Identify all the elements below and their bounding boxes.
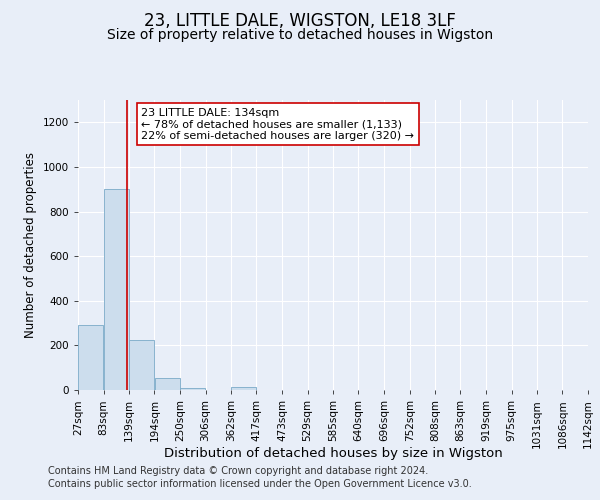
Bar	[130, 340, 154, 390]
Bar	[104, 189, 129, 390]
Text: Size of property relative to detached houses in Wigston: Size of property relative to detached ho…	[107, 28, 493, 42]
Bar	[155, 378, 180, 390]
Text: Contains HM Land Registry data © Crown copyright and database right 2024.: Contains HM Land Registry data © Crown c…	[48, 466, 428, 476]
Text: 23 LITTLE DALE: 134sqm
← 78% of detached houses are smaller (1,133)
22% of semi-: 23 LITTLE DALE: 134sqm ← 78% of detached…	[141, 108, 414, 141]
Text: Distribution of detached houses by size in Wigston: Distribution of detached houses by size …	[164, 448, 502, 460]
Bar	[232, 386, 256, 390]
Bar	[78, 326, 103, 390]
Y-axis label: Number of detached properties: Number of detached properties	[24, 152, 37, 338]
Text: Contains public sector information licensed under the Open Government Licence v3: Contains public sector information licen…	[48, 479, 472, 489]
Text: 23, LITTLE DALE, WIGSTON, LE18 3LF: 23, LITTLE DALE, WIGSTON, LE18 3LF	[144, 12, 456, 30]
Bar	[180, 388, 205, 390]
